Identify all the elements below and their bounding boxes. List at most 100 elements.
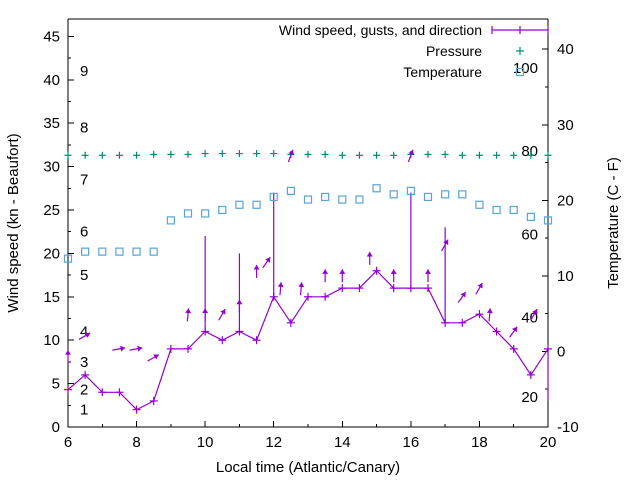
temperature-point-marker <box>372 184 381 193</box>
wind-direction-arrow-head <box>532 309 538 315</box>
temperature-point-marker <box>81 247 90 256</box>
temperature-point-marker <box>321 192 330 202</box>
wind-direction-arrow-head <box>153 354 159 360</box>
beaufort-label: 9 <box>80 63 88 80</box>
wind-direction-arrow-head <box>236 299 243 305</box>
wind-direction-arrow-head <box>486 308 493 314</box>
x-tick-label: 10 <box>197 434 214 451</box>
wind-direction-arrow-head <box>185 308 192 314</box>
temperature-point-marker <box>132 247 141 256</box>
axis-frame <box>67 19 549 428</box>
temperature-point-marker <box>286 186 295 195</box>
temperature-point-marker <box>235 200 244 209</box>
y-tick-label: 15 <box>43 289 60 306</box>
x-tick-label: 20 <box>540 434 557 451</box>
x-tick-label: 6 <box>64 434 72 451</box>
temperature-point-marker <box>201 209 210 218</box>
temperature-point-marker <box>269 192 278 202</box>
temperature-point-marker <box>509 205 518 215</box>
x-tick-label: 8 <box>132 434 140 451</box>
wind-direction-arrow-head <box>253 264 260 270</box>
y2-tick-label: 30 <box>557 117 574 134</box>
y2-tick-label: -10 <box>557 419 579 436</box>
x-tick-label: 18 <box>471 434 488 451</box>
wind-direction-arrow-head <box>277 282 284 288</box>
temperature-point-marker <box>149 247 158 256</box>
wind-direction-arrow-head <box>390 269 397 274</box>
temperature-point-marker <box>303 195 313 204</box>
y-tick-label: 45 <box>43 28 60 45</box>
beaufort-label: 7 <box>80 172 88 189</box>
temperature-point-marker <box>166 216 175 225</box>
temperature-point-marker <box>218 205 227 215</box>
temperature-point-marker <box>115 247 124 256</box>
temperature-point-marker <box>98 247 107 256</box>
wind-direction-arrow-head <box>366 251 373 257</box>
temperature-point-marker <box>252 200 261 209</box>
legend-sample-temperature <box>515 67 525 77</box>
x-tick-label: 14 <box>334 434 351 451</box>
temperature-point-marker <box>458 190 467 199</box>
y-tick-label: 40 <box>43 72 60 89</box>
wind-direction-arrow-head <box>84 332 91 338</box>
fahrenheit-label: 100 <box>513 60 538 77</box>
beaufort-label: 2 <box>80 382 88 399</box>
wind-direction-arrow-head <box>460 291 466 298</box>
legend-label-2: Temperature <box>403 64 482 80</box>
wind-direction-arrow-head <box>443 239 449 246</box>
y2-tick-label: 0 <box>557 343 565 360</box>
y-tick-label: 5 <box>52 376 60 393</box>
beaufort-label: 8 <box>80 120 88 137</box>
temperature-point-marker <box>338 195 347 204</box>
x-tick-label: 12 <box>265 434 282 451</box>
wind-direction-arrow-head <box>137 345 143 352</box>
temperature-point-marker <box>543 216 553 225</box>
wind-direction-arrow-head <box>339 269 346 274</box>
beaufort-label: 5 <box>80 267 88 284</box>
beaufort-label: 4 <box>80 324 88 341</box>
wind-direction-arrow-head <box>288 149 295 156</box>
beaufort-label: 6 <box>80 224 88 241</box>
wind-direction-arrow-head <box>425 269 431 274</box>
y-tick-label: 20 <box>43 245 60 262</box>
wind-direction-arrow-head <box>265 257 271 263</box>
y2-axis-title: Temperature (C - F) <box>605 157 622 289</box>
temperature-point-marker <box>492 205 501 215</box>
temperature-point-marker <box>355 195 364 204</box>
fahrenheit-label: 60 <box>521 226 538 243</box>
legend-label-1: Pressure <box>426 43 482 59</box>
wind-direction-arrow-head <box>511 326 518 333</box>
fahrenheit-label: 80 <box>521 143 538 160</box>
wind-speed-line <box>67 269 549 411</box>
temperature-point-marker <box>475 200 484 209</box>
beaufort-label: 1 <box>80 402 88 419</box>
wind-direction-arrow-head <box>202 308 209 313</box>
wind-direction-arrow-head <box>65 349 71 355</box>
temperature-point-marker <box>389 190 398 199</box>
wind-direction-arrow-head <box>298 282 305 288</box>
wind-direction-arrow-head <box>322 269 329 274</box>
y-tick-label: 30 <box>43 159 60 176</box>
temperature-point-marker <box>63 254 73 263</box>
x-axis-title: Local time (Atlantic/Canary) <box>216 459 400 476</box>
y2-tick-label: 20 <box>557 192 574 209</box>
x-tick-label: 16 <box>403 434 420 451</box>
wind-direction-arrow-head <box>408 149 415 156</box>
temperature-point-marker <box>406 186 415 195</box>
fahrenheit-label: 40 <box>521 309 538 326</box>
temperature-point-marker <box>441 190 450 199</box>
legend-label-0: Wind speed, gusts, and direction <box>279 22 482 38</box>
temperature-point-marker <box>526 212 535 222</box>
temperature-point-marker <box>423 192 433 202</box>
wind-direction-arrow-head <box>220 309 226 315</box>
y-tick-label: 10 <box>43 332 60 349</box>
y-tick-label: 35 <box>43 115 60 132</box>
y-tick-label: 25 <box>43 202 60 219</box>
beaufort-label: 3 <box>80 354 88 371</box>
y-tick-label: 0 <box>52 419 60 436</box>
temperature-point-marker <box>183 209 193 218</box>
wind-direction-arrow-head <box>120 345 126 352</box>
wind-direction-arrow-head <box>477 283 483 289</box>
